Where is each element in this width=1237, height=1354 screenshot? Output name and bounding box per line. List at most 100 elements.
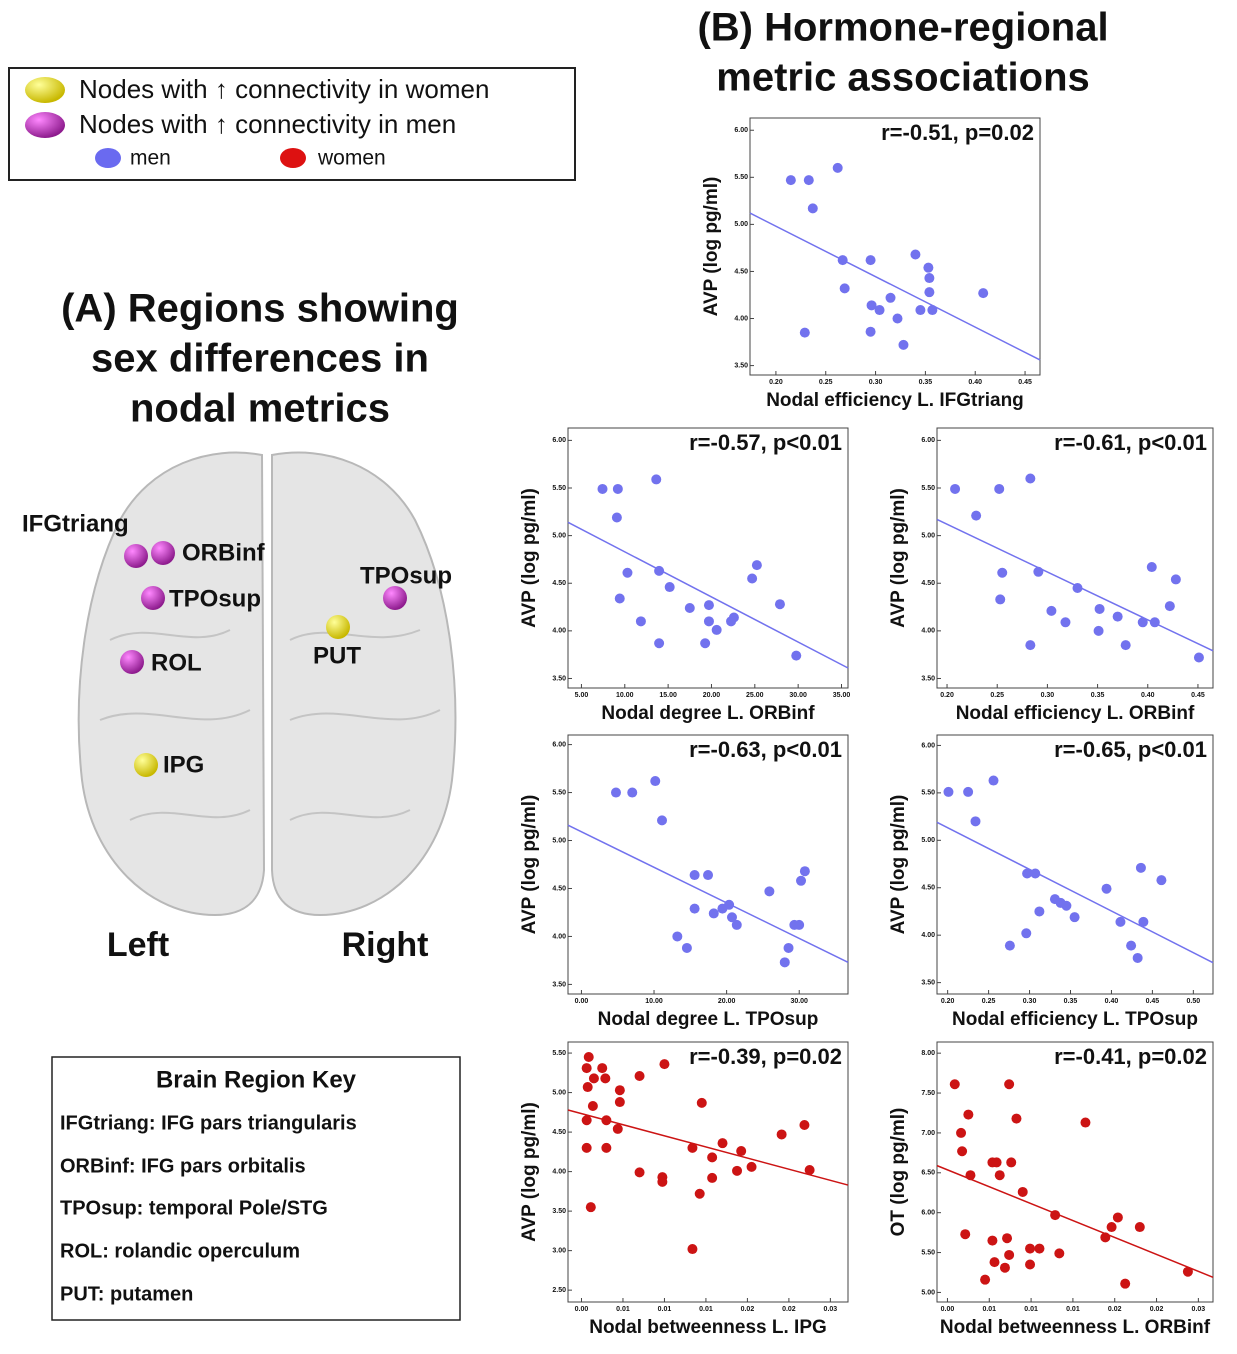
y-tick-label: 4.50 xyxy=(552,885,566,892)
data-point xyxy=(731,919,742,930)
y-tick-label: 5.50 xyxy=(552,789,566,796)
data-point xyxy=(1046,605,1057,616)
data-point xyxy=(791,650,802,661)
data-point xyxy=(1011,1113,1022,1124)
y-tick-label: 5.00 xyxy=(552,532,566,539)
x-tick-label: 0.35 xyxy=(1064,998,1078,1005)
trend-line xyxy=(567,824,849,964)
data-point xyxy=(600,1073,611,1084)
data-point xyxy=(970,816,981,827)
data-point xyxy=(927,305,938,316)
data-point xyxy=(689,870,700,881)
legend-text: Nodes with ↑ connectivity in women xyxy=(79,74,489,104)
data-point xyxy=(708,908,719,919)
data-point xyxy=(885,292,896,303)
x-tick-label: 0.25 xyxy=(982,998,996,1005)
data-point xyxy=(794,919,805,930)
annotation: r=-0.41, p=0.02 xyxy=(1054,1044,1207,1069)
data-point xyxy=(1137,617,1148,628)
data-point xyxy=(751,560,762,571)
data-point xyxy=(866,300,877,311)
data-point xyxy=(1094,603,1105,614)
data-point xyxy=(650,776,661,787)
y-tick-label: 3.50 xyxy=(552,675,566,682)
data-point xyxy=(1132,952,1143,963)
trend-line xyxy=(936,1164,1214,1278)
y-tick-label: 6.50 xyxy=(921,1170,935,1177)
x-tick-label: 15.00 xyxy=(659,692,677,699)
data-point xyxy=(732,1165,743,1176)
node-sphere xyxy=(141,586,165,610)
data-point xyxy=(1112,1212,1123,1223)
x-tick-label: 0.01 xyxy=(616,1306,630,1313)
data-point xyxy=(892,313,903,324)
data-point xyxy=(1080,1117,1091,1128)
x-tick-label: 0.40 xyxy=(968,379,982,386)
y-axis-label: AVP (log pg/ml) xyxy=(701,177,722,317)
x-tick-label: 0.40 xyxy=(1105,998,1119,1005)
x-axis-label: Nodal efficiency L. IFGtriang xyxy=(766,390,1024,411)
annotation: r=-0.61, p<0.01 xyxy=(1054,430,1207,455)
x-tick-label: 0.45 xyxy=(1146,998,1160,1005)
data-point xyxy=(803,175,814,186)
x-tick-label: 0.30 xyxy=(1041,692,1055,699)
y-tick-label: 8.00 xyxy=(921,1050,935,1057)
panel-title: (B) Hormone-regional xyxy=(697,6,1108,50)
data-point xyxy=(1182,1266,1193,1277)
x-tick-label: 0.01 xyxy=(1024,1306,1038,1313)
data-point xyxy=(874,305,885,316)
node-label: TPOsup xyxy=(360,562,452,589)
side-label: Right xyxy=(342,926,429,964)
data-point xyxy=(707,1152,718,1163)
y-tick-label: 3.50 xyxy=(552,981,566,988)
y-tick-label: 3.50 xyxy=(734,362,748,369)
x-tick-label: 0.30 xyxy=(1023,998,1037,1005)
data-point xyxy=(1138,916,1149,927)
data-point xyxy=(1034,1243,1045,1254)
data-point xyxy=(1120,1278,1131,1289)
data-point xyxy=(612,1123,623,1134)
x-tick-label: 0.01 xyxy=(982,1306,996,1313)
node-label: PUT xyxy=(313,642,361,669)
data-point xyxy=(585,1202,596,1213)
data-point xyxy=(614,593,625,604)
key-item: ROL: rolandic operculum xyxy=(60,1240,300,1262)
data-point xyxy=(622,567,633,578)
x-tick-label: 0.03 xyxy=(1192,1306,1206,1313)
data-point xyxy=(684,603,695,613)
data-point xyxy=(957,1146,968,1157)
data-point xyxy=(776,1129,787,1140)
data-point xyxy=(1126,940,1137,951)
data-point xyxy=(807,203,818,214)
data-point xyxy=(736,1146,747,1157)
data-point xyxy=(832,162,843,173)
data-point xyxy=(1135,862,1146,873)
data-point xyxy=(1006,1157,1017,1168)
data-point xyxy=(865,326,876,337)
data-point xyxy=(581,1063,592,1074)
data-point xyxy=(994,1170,1005,1181)
data-point xyxy=(764,886,775,897)
y-tick-label: 5.50 xyxy=(552,485,566,492)
y-tick-label: 3.50 xyxy=(921,675,935,682)
data-point xyxy=(783,942,794,953)
x-tick-label: 5.00 xyxy=(575,692,589,699)
data-point xyxy=(583,1052,594,1063)
y-tick-label: 5.00 xyxy=(552,1089,566,1096)
x-axis-label: Nodal degree L. ORBinf xyxy=(601,703,815,724)
x-tick-label: 0.01 xyxy=(658,1306,672,1313)
y-tick-label: 3.00 xyxy=(552,1247,566,1254)
x-tick-label: 0.20 xyxy=(941,998,955,1005)
node-sphere xyxy=(326,615,350,639)
data-point xyxy=(657,1176,668,1187)
data-point xyxy=(664,582,675,593)
y-axis-label: AVP (log pg/ml) xyxy=(519,795,540,935)
trend-line xyxy=(936,821,1214,964)
data-point xyxy=(588,1073,599,1084)
plot-frame xyxy=(936,427,1214,689)
data-point xyxy=(924,273,935,284)
data-point xyxy=(956,1127,967,1138)
x-tick-label: 0.02 xyxy=(782,1306,796,1313)
annotation: r=-0.39, p=0.02 xyxy=(689,1044,842,1069)
x-axis-label: Nodal efficiency L. ORBinf xyxy=(956,703,1195,724)
